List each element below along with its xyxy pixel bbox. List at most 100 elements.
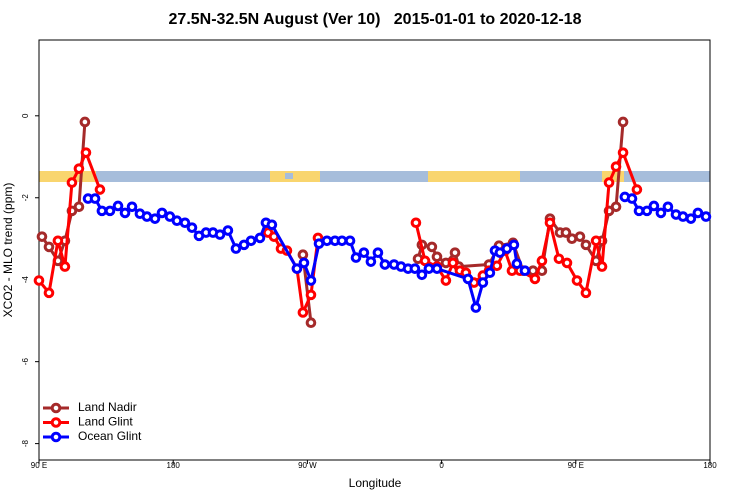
point <box>291 263 303 274</box>
point <box>214 229 226 240</box>
point <box>79 116 91 128</box>
point <box>419 255 431 267</box>
point <box>104 205 116 217</box>
point <box>245 235 257 247</box>
y-axis-label: XCO2 - MLO trend (ppm) <box>1 183 15 318</box>
point <box>321 235 333 247</box>
point <box>511 258 523 270</box>
point <box>536 255 548 267</box>
x-axis-label: Longitude <box>349 476 402 490</box>
legend-label: Land Nadir <box>78 400 137 414</box>
point <box>344 235 356 247</box>
point <box>626 193 638 204</box>
point <box>149 213 161 224</box>
point <box>477 277 489 288</box>
point <box>365 256 377 267</box>
point <box>426 241 438 253</box>
x-tick-label: 90 E <box>31 461 47 470</box>
point <box>416 269 428 281</box>
point <box>59 261 71 272</box>
point <box>470 302 482 313</box>
point <box>112 200 124 212</box>
legend-marker <box>50 417 62 428</box>
point <box>685 213 697 224</box>
point <box>43 241 55 253</box>
point <box>266 219 278 231</box>
point <box>73 163 85 174</box>
point <box>603 177 615 188</box>
point <box>297 307 309 318</box>
point <box>156 207 168 219</box>
ocean-band <box>285 173 293 179</box>
point <box>574 231 586 242</box>
point <box>141 211 153 222</box>
point <box>641 205 653 217</box>
y-tick-label: -6 <box>21 358 30 366</box>
point <box>379 259 391 270</box>
point <box>423 263 435 274</box>
point <box>462 273 474 285</box>
point <box>350 252 362 263</box>
y-tick-label: 0 <box>21 113 30 118</box>
point <box>491 260 503 272</box>
point <box>561 257 573 269</box>
point <box>484 267 496 279</box>
y-tick-label: -4 <box>21 276 30 284</box>
point <box>297 249 309 261</box>
point <box>73 201 85 213</box>
y-tick-label: -2 <box>21 194 30 202</box>
point <box>590 235 602 247</box>
point <box>52 235 64 247</box>
point <box>544 217 556 229</box>
point <box>580 239 592 251</box>
legend-marker <box>50 402 62 414</box>
point <box>186 222 198 233</box>
point <box>372 247 384 258</box>
point <box>230 243 242 254</box>
point <box>692 207 704 219</box>
land-band <box>39 171 96 182</box>
point <box>298 257 310 269</box>
point <box>410 217 422 229</box>
point <box>571 275 583 286</box>
ocean-band <box>39 171 710 182</box>
point <box>617 116 629 128</box>
point <box>655 207 667 219</box>
point <box>409 263 421 274</box>
point <box>43 287 55 299</box>
point <box>305 289 317 301</box>
point <box>447 257 459 269</box>
point <box>80 147 92 158</box>
point <box>648 200 660 212</box>
point <box>566 233 578 245</box>
point <box>305 317 317 329</box>
point <box>33 275 45 286</box>
x-tick-label: 0 <box>439 461 444 470</box>
point <box>553 253 565 265</box>
point <box>596 261 608 272</box>
point <box>431 251 443 263</box>
point <box>336 235 348 247</box>
y-tick-label: -8 <box>21 440 30 448</box>
point <box>222 225 234 236</box>
x-tick-label: 180 <box>167 461 181 470</box>
point <box>440 275 452 286</box>
point <box>179 217 191 229</box>
point <box>662 201 674 213</box>
point <box>610 201 622 213</box>
point <box>700 211 712 222</box>
legend-label: Land Glint <box>78 415 133 429</box>
point <box>529 273 541 285</box>
plot-frame <box>38 39 711 461</box>
point <box>508 239 520 251</box>
point <box>119 207 131 219</box>
point <box>431 263 443 274</box>
point <box>96 205 108 217</box>
point <box>94 184 106 195</box>
point <box>449 247 461 258</box>
point <box>66 177 78 188</box>
point <box>580 287 592 299</box>
x-tick-label: 90 E <box>568 461 584 470</box>
point <box>171 215 183 227</box>
